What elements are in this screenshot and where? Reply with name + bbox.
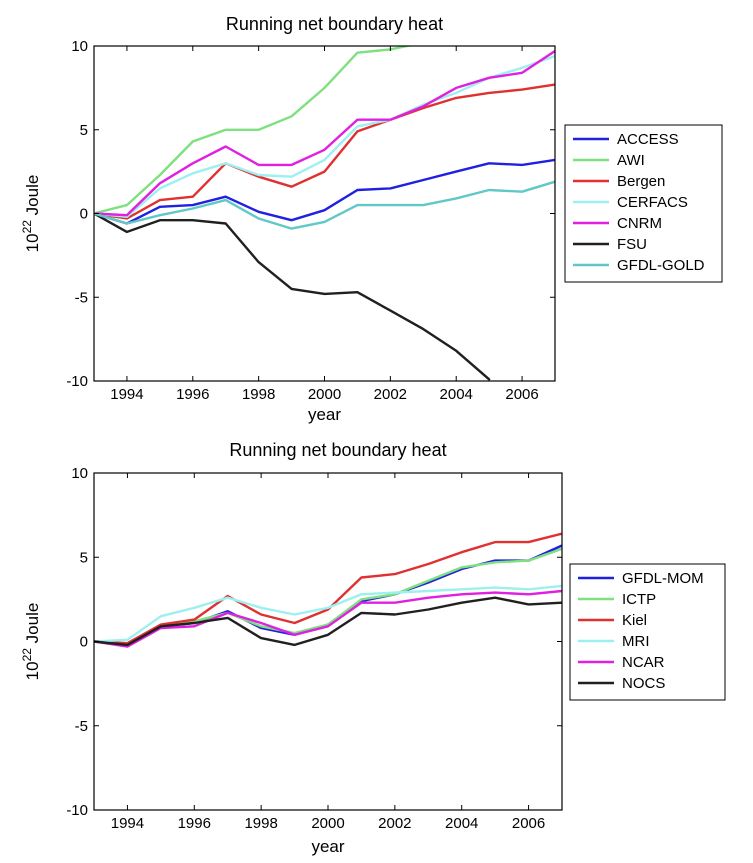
x-tick-label: 1998	[242, 386, 275, 403]
x-tick-label: 2006	[505, 386, 538, 403]
legend-label: CERFACS	[617, 194, 688, 211]
x-tick-label: 1994	[111, 815, 144, 832]
x-tick-label: 2000	[308, 386, 341, 403]
y-axis-label-exponent: 22	[20, 648, 34, 662]
legend-label: Kiel	[622, 612, 647, 629]
y-tick-label: 10	[71, 465, 88, 482]
x-tick-label: 1994	[110, 386, 143, 403]
y-axis-label-base: 10	[23, 661, 42, 680]
plot-frame	[93, 472, 563, 811]
x-tick-label: 2000	[311, 815, 344, 832]
x-tick-label: 1998	[244, 815, 277, 832]
x-tick-label: 2002	[374, 386, 407, 403]
series-line-nocs	[94, 596, 562, 647]
series-line-cerfacs	[94, 54, 555, 218]
legend-label: NCAR	[622, 654, 665, 671]
y-tick-label: 0	[80, 634, 88, 651]
y-tick-label: 5	[80, 549, 88, 566]
series-line-bergen	[94, 83, 555, 220]
legend-box	[569, 563, 726, 701]
legend-label: ACCESS	[617, 131, 679, 148]
chart-title: Running net boundary heat	[226, 14, 443, 34]
y-tick-label: -5	[75, 718, 88, 735]
series-line-fsu	[94, 212, 491, 381]
y-axis-label-unit: Joule	[23, 175, 42, 220]
legend: GFDL-MOM ICTP Kiel MRI NCAR NOCS	[569, 563, 726, 701]
series-line-gfdl-mom	[94, 544, 562, 647]
legend-label: GFDL-MOM	[622, 570, 704, 587]
y-tick-label: 0	[80, 206, 88, 223]
series-line-access	[94, 158, 555, 225]
y-axis-label-base: 10	[23, 233, 42, 252]
legend-label: MRI	[622, 633, 650, 650]
chart-1: 1994 1996 1998 2000 2002 2004 2006 -10 -5 0 5 10 Run…	[20, 14, 723, 424]
y-tick-label: 5	[80, 122, 88, 139]
x-tick-label: 2004	[440, 386, 473, 403]
chart-title: Running net boundary heat	[229, 440, 446, 460]
legend-label: CNRM	[617, 215, 662, 232]
y-axis-label-unit: Joule	[23, 603, 42, 648]
y-axis-label: 1022 Joule	[20, 603, 42, 681]
y-tick-label: -10	[66, 373, 88, 390]
legend: ACCESS AWI Bergen CERFACS CNRM FSU GFDL-GOLD	[564, 124, 723, 283]
x-tick-label: 1996	[178, 815, 211, 832]
x-axis-label: year	[311, 837, 344, 856]
x-axis-label: year	[308, 405, 341, 424]
y-axis-label-exponent: 22	[20, 220, 34, 234]
series-line-ictp	[94, 547, 562, 647]
y-tick-label: -5	[75, 289, 88, 306]
legend-label: FSU	[617, 236, 647, 253]
series-line-cnrm	[94, 49, 555, 217]
series-line-gfdl-gold	[94, 180, 555, 230]
legend-label: ICTP	[622, 591, 656, 608]
legend-label: AWI	[617, 152, 645, 169]
chart-2: 1994 1996 1998 2000 2002 2004 2006 -10 -5 0 5 10 Run…	[20, 440, 726, 856]
y-axis-label: 1022 Joule	[20, 175, 42, 253]
legend-box	[564, 124, 723, 283]
series-group	[94, 46, 555, 381]
series-line-ncar	[94, 589, 562, 648]
legend-label: GFDL-GOLD	[617, 257, 705, 274]
legend-label: NOCS	[622, 675, 665, 692]
series-line-kiel	[94, 532, 562, 645]
x-tick-label: 2006	[512, 815, 545, 832]
series-line-mri	[94, 584, 562, 643]
y-tick-label: -10	[66, 802, 88, 819]
series-group	[94, 532, 562, 648]
legend-label: Bergen	[617, 173, 665, 190]
x-tick-label: 2002	[378, 815, 411, 832]
series-line-awi	[94, 46, 413, 215]
x-tick-label: 1996	[176, 386, 209, 403]
y-tick-label: 10	[71, 38, 88, 55]
x-tick-label: 2004	[445, 815, 478, 832]
